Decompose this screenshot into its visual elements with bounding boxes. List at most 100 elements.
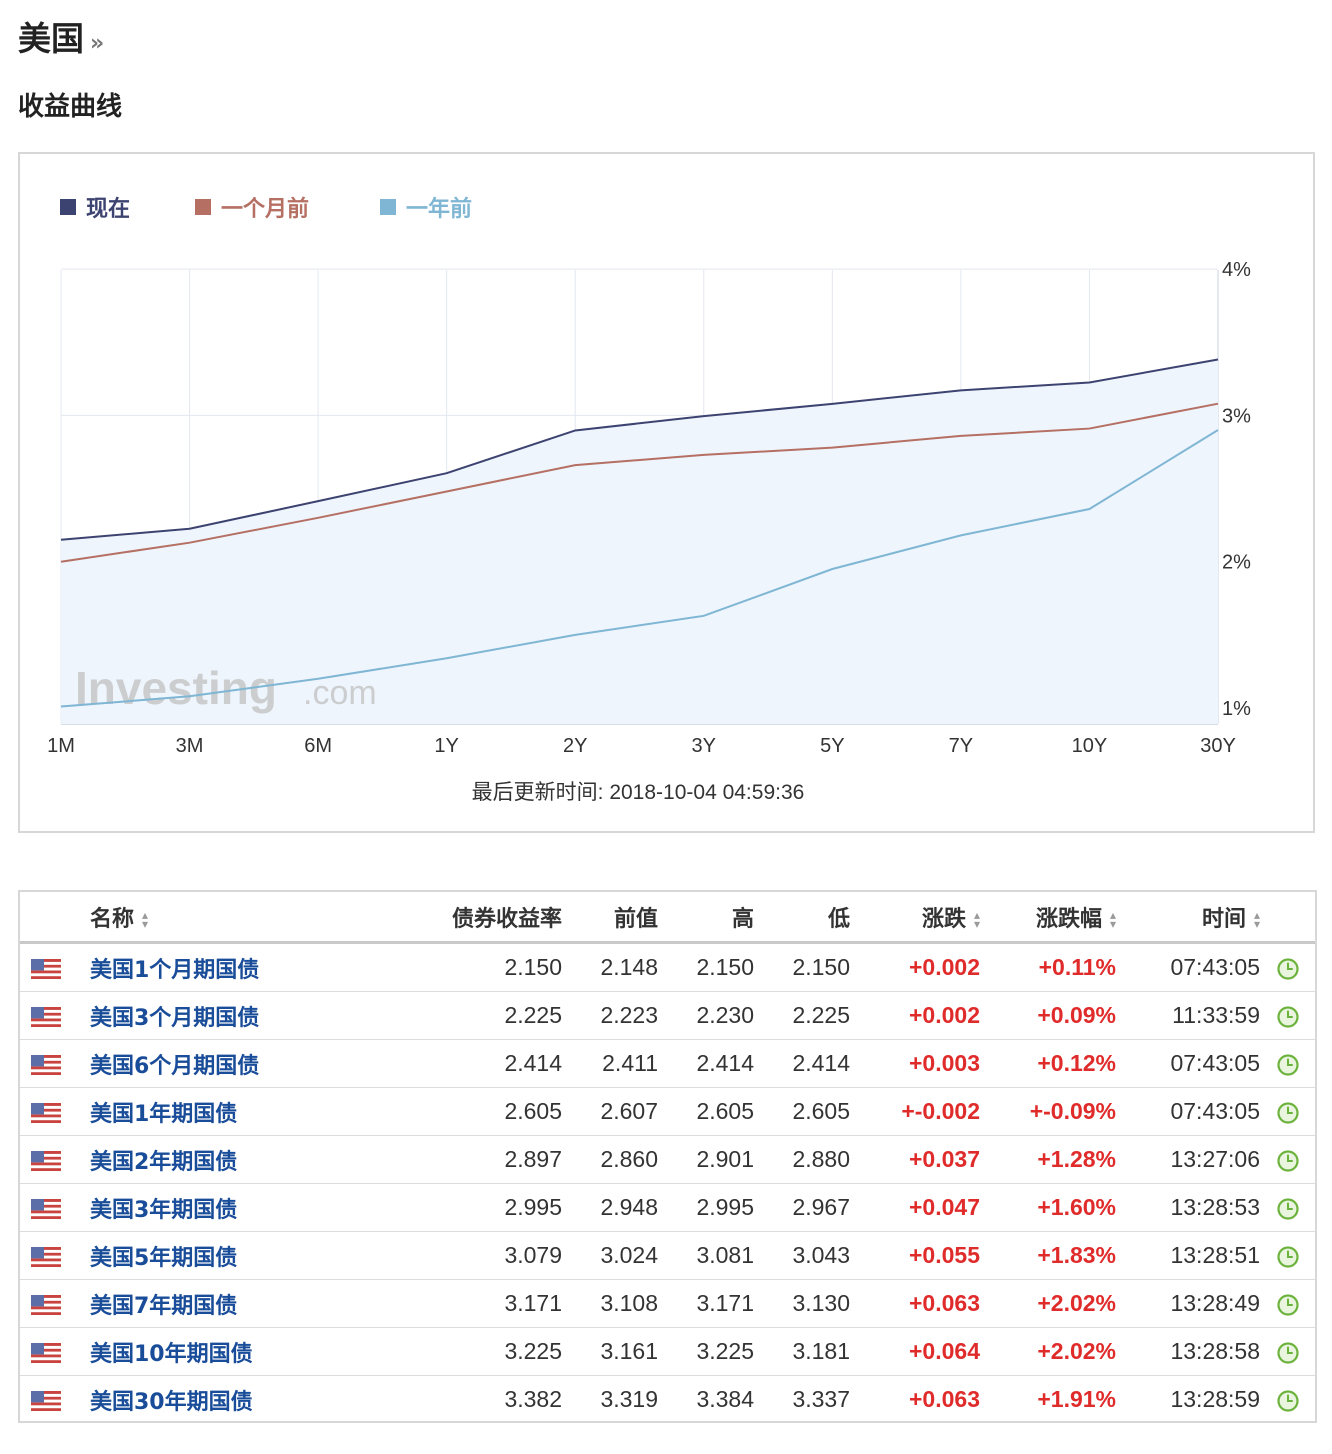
- now-area-fill: [61, 359, 1218, 724]
- us-flag-icon: [31, 1246, 61, 1267]
- legend-label[interactable]: 一年前: [406, 196, 472, 222]
- clock-cell: [1260, 1087, 1315, 1136]
- us-flag-icon: [31, 1390, 61, 1411]
- clock-icon[interactable]: [1276, 1294, 1299, 1316]
- bond-table: 名称 ▴ ▾ 债券收益率 前值 高 低 涨跌 ▴ ▾ 涨跌幅 ▴ ▾ 时间 ▴ ▾ 美国1个月期…: [20, 892, 1315, 1423]
- breadcrumb-arrow-icon[interactable]: »: [90, 31, 105, 56]
- chg-pct-cell: +-0.09%: [980, 1087, 1116, 1136]
- flag-cell: [20, 1087, 72, 1136]
- time-cell: 13:28:51: [1116, 1231, 1260, 1280]
- yield-cell: 2.225: [352, 991, 562, 1040]
- low-cell: 2.150: [754, 942, 850, 992]
- us-flag-icon: [31, 1054, 61, 1075]
- time-cell: 11:33:59: [1116, 991, 1260, 1040]
- time-cell: 13:28:59: [1170, 1386, 1260, 1412]
- table-body: 美国1个月期国债 2.150 2.148 2.150 2.150 +0.002 +0.11%…: [20, 942, 1315, 1424]
- flag-cell: [20, 1231, 72, 1280]
- bond-name-link[interactable]: 美国6个月期国债: [90, 1053, 260, 1079]
- table-row: 美国7年期国债 3.171 3.108 3.171 3.130 +0.063 +2.02% 1…: [20, 1279, 1315, 1328]
- bond-name-link[interactable]: 美国3年期国债: [90, 1197, 238, 1223]
- time-cell: 07:43:05: [1116, 942, 1260, 992]
- us-flag-icon: [31, 958, 61, 979]
- sort-icon[interactable]: ▴ ▾: [1253, 907, 1260, 931]
- low-cell: 3.337: [792, 1386, 850, 1412]
- time-cell: 13:28:53: [1116, 1183, 1260, 1232]
- x-tick-label: 3Y: [692, 735, 716, 757]
- bond-name-link[interactable]: 美国1年期国债: [90, 1101, 238, 1127]
- clock-icon[interactable]: [1276, 1390, 1299, 1412]
- chg-pct-cell: +1.28%: [980, 1135, 1116, 1184]
- header-time[interactable]: 时间 ▴ ▾: [1116, 892, 1260, 944]
- chg-cell: +0.037: [850, 1135, 980, 1184]
- name-cell: 美国5年期国债: [72, 1231, 352, 1280]
- header-yield: 债券收益率: [352, 892, 562, 944]
- clock-icon[interactable]: [1276, 1246, 1299, 1268]
- header-name[interactable]: 名称 ▴ ▾: [72, 892, 352, 944]
- chg-pct-cell: +0.12%: [980, 1039, 1116, 1088]
- bond-name-link[interactable]: 美国7年期国债: [90, 1293, 238, 1319]
- name-cell: 美国1年期国债: [72, 1087, 352, 1136]
- name-cell: 美国2年期国债: [72, 1135, 352, 1184]
- low-cell: 3.130: [754, 1279, 850, 1328]
- us-flag-icon: [31, 1006, 61, 1027]
- x-tick-label: 1Y: [434, 735, 458, 757]
- sort-icon[interactable]: ▴ ▾: [973, 907, 980, 931]
- bond-name-link[interactable]: 美国10年期国债: [90, 1341, 253, 1367]
- legend-label[interactable]: 现在: [86, 196, 130, 222]
- chg-pct-cell: +2.02%: [980, 1279, 1116, 1328]
- us-flag-icon: [31, 1198, 61, 1219]
- prev-cell: 3.108: [562, 1279, 658, 1328]
- legend-swatch: [60, 199, 76, 215]
- bond-name-link[interactable]: 美国30年期国债: [90, 1389, 253, 1415]
- chg-cell: +0.003: [850, 1039, 980, 1088]
- time-cell: 13:28:58: [1116, 1327, 1260, 1376]
- bond-name-link[interactable]: 美国3个月期国债: [90, 1005, 260, 1031]
- y-tick-label: 3%: [1222, 405, 1251, 427]
- high-cell: 2.230: [658, 991, 754, 1040]
- sort-icon[interactable]: ▴ ▾: [142, 907, 149, 931]
- series-line-1: [60, 402, 1219, 563]
- sort-icon[interactable]: ▴ ▾: [1109, 907, 1116, 931]
- header-prev: 前值: [562, 892, 658, 944]
- table-header-row: 名称 ▴ ▾ 债券收益率 前值 高 低 涨跌 ▴ ▾ 涨跌幅 ▴ ▾ 时间 ▴ ▾: [20, 892, 1315, 944]
- bond-name-link[interactable]: 美国2年期国债: [90, 1149, 238, 1175]
- high-cell: 3.171: [658, 1279, 754, 1328]
- prev-cell: 3.319: [600, 1386, 658, 1412]
- name-cell: 美国1个月期国债: [72, 942, 352, 992]
- y-tick-label: 4%: [1222, 259, 1251, 281]
- header-chg-pct[interactable]: 涨跌幅 ▴ ▾: [980, 892, 1116, 944]
- clock-icon[interactable]: [1276, 1342, 1299, 1364]
- legend-swatch: [195, 199, 211, 215]
- prev-cell: 2.223: [562, 991, 658, 1040]
- low-cell: 2.967: [754, 1183, 850, 1232]
- chg-cell: +0.002: [850, 991, 980, 1040]
- chg-cell: +0.063: [909, 1386, 980, 1412]
- yield-cell: 2.605: [352, 1087, 562, 1136]
- prev-cell: 2.860: [562, 1135, 658, 1184]
- flag-cell: [20, 991, 72, 1040]
- clock-icon[interactable]: [1276, 958, 1299, 980]
- legend-label[interactable]: 一个月前: [221, 196, 309, 222]
- last-update-text: 最后更新时间: 2018-10-04 04:59:36: [472, 781, 805, 804]
- header-chg[interactable]: 涨跌 ▴ ▾: [850, 892, 980, 944]
- clock-icon[interactable]: [1276, 1198, 1299, 1220]
- name-cell: 美国30年期国债: [72, 1376, 352, 1424]
- chg-cell: +0.064: [850, 1327, 980, 1376]
- bond-name-link[interactable]: 美国5年期国债: [90, 1245, 238, 1271]
- name-cell: 美国3个月期国债: [72, 991, 352, 1040]
- high-cell: 2.414: [658, 1039, 754, 1088]
- bond-name-link[interactable]: 美国1个月期国债: [90, 957, 260, 983]
- clock-icon[interactable]: [1276, 1054, 1299, 1076]
- yield-cell: 2.414: [352, 1039, 562, 1088]
- yield-cell: 2.897: [352, 1135, 562, 1184]
- yield-cell: 3.171: [352, 1279, 562, 1328]
- yield-cell: 3.079: [352, 1231, 562, 1280]
- high-cell: 3.384: [696, 1386, 754, 1412]
- clock-icon[interactable]: [1276, 1150, 1299, 1172]
- legend-swatch: [380, 199, 396, 215]
- chg-pct-cell: +2.02%: [980, 1327, 1116, 1376]
- clock-icon[interactable]: [1276, 1006, 1299, 1028]
- clock-icon[interactable]: [1276, 1102, 1299, 1124]
- us-flag-icon: [31, 1294, 61, 1315]
